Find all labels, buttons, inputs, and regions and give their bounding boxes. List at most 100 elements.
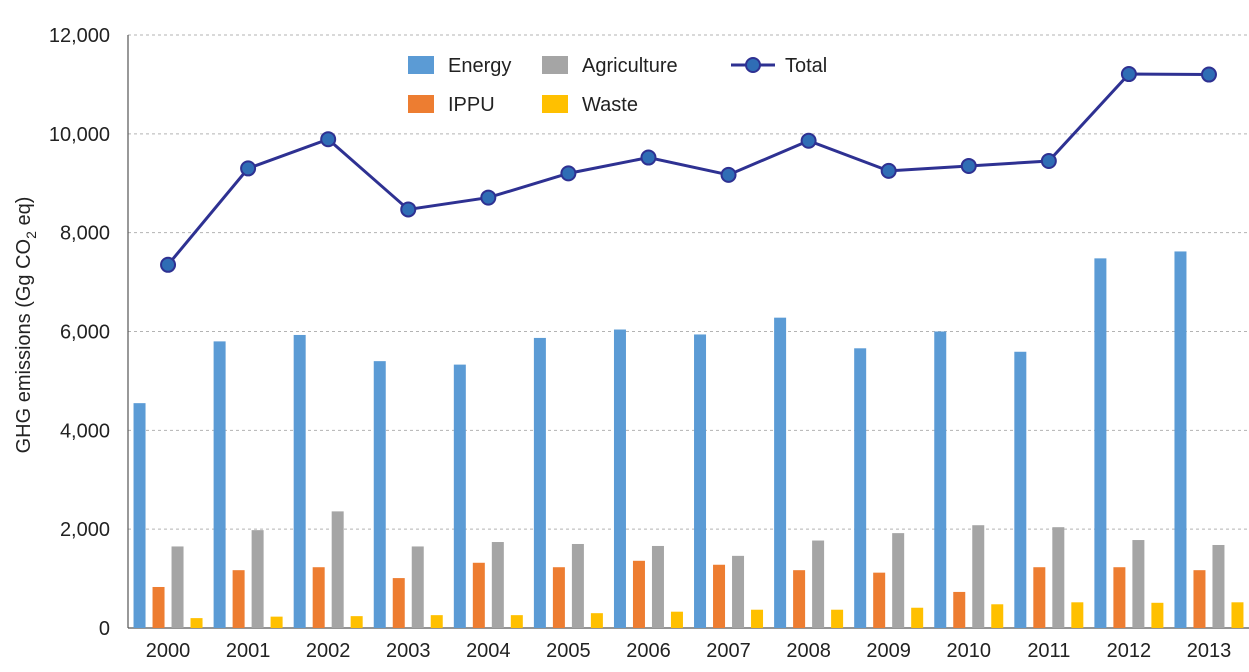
x-tick-label: 2010 (947, 640, 992, 662)
bar-agriculture-2005 (571, 543, 584, 628)
x-tick-label: 2005 (546, 640, 591, 662)
y-tick-label: 10,000 (49, 124, 110, 146)
bar-waste-2013 (1231, 602, 1244, 628)
total-point-2013 (1200, 66, 1217, 83)
bar-energy-2012 (1094, 258, 1107, 628)
x-tick-label: 2001 (226, 640, 271, 662)
gridlines (128, 34, 1249, 530)
bar-waste-2007 (751, 609, 764, 628)
y-tick-label: 2,000 (60, 519, 110, 541)
x-tick-label: 2004 (466, 640, 511, 662)
total-series-line (166, 72, 1209, 266)
bar-waste-2001 (270, 616, 283, 628)
total-point-2008 (800, 132, 817, 149)
total-point-2005 (560, 165, 577, 182)
bar-agriculture-2002 (331, 511, 344, 628)
bar-agriculture-2009 (892, 533, 905, 628)
x-tick-label: 2000 (146, 640, 191, 662)
bar-waste-2003 (430, 615, 443, 628)
bar-agriculture-2006 (651, 545, 664, 628)
bar-energy-2011 (1014, 351, 1027, 628)
legend-label-agriculture: Agriculture (582, 55, 678, 77)
legend-swatch-waste (542, 95, 568, 113)
legend-swatch-energy (408, 56, 434, 74)
legend-swatch-ippu (408, 95, 434, 113)
bar-energy-2010 (934, 331, 947, 628)
bars (133, 251, 1244, 628)
legend-label-energy: Energy (448, 55, 511, 77)
total-point-2002 (320, 131, 337, 148)
legend-label-total: Total (785, 55, 827, 77)
bar-ippu-2001 (232, 570, 245, 628)
legend-swatch-marker-total (745, 57, 761, 73)
y-axis-title: GHG emissions (Gg CO2 eq) (13, 197, 39, 454)
x-tick-label: 2008 (786, 640, 831, 662)
bar-energy-2001 (213, 341, 226, 628)
bar-ippu-2007 (713, 564, 726, 628)
bar-waste-2005 (590, 613, 603, 628)
bar-ippu-2010 (953, 591, 966, 628)
bar-waste-2004 (510, 615, 523, 628)
bar-energy-2006 (613, 329, 626, 628)
bar-agriculture-2003 (411, 546, 424, 628)
legend: Energy Agriculture Total IPPU Waste (408, 55, 827, 116)
bar-agriculture-2007 (732, 555, 745, 628)
total-point-2007 (720, 166, 737, 183)
legend-label-ippu: IPPU (448, 94, 495, 116)
x-tick-label: 2007 (706, 640, 751, 662)
bar-energy-2000 (133, 403, 146, 628)
bar-waste-2002 (350, 616, 363, 628)
x-tick-label: 2002 (306, 640, 351, 662)
bar-ippu-2005 (552, 567, 565, 628)
total-point-2000 (160, 256, 177, 273)
x-tick-label: 2006 (626, 640, 671, 662)
total-point-2011 (1040, 153, 1057, 170)
bar-agriculture-2013 (1212, 544, 1225, 628)
y-tick-label: 0 (99, 618, 110, 640)
bar-waste-2008 (831, 609, 844, 628)
y-tick-label: 8,000 (60, 223, 110, 245)
legend-swatch-agriculture (542, 56, 568, 74)
bar-ippu-2003 (392, 578, 405, 628)
y-axis-title-subscript: 2 (23, 231, 39, 239)
bar-energy-2003 (373, 361, 386, 628)
bar-waste-2010 (991, 604, 1004, 628)
y-tick-label: 12,000 (49, 25, 110, 47)
total-point-2003 (400, 201, 417, 218)
y-axis-title-prefix: GHG emissions (Gg CO (13, 239, 35, 453)
axes: 0 2,000 4,000 6,000 8,000 10,000 12,000 2000 200… (49, 25, 1249, 662)
y-tick-label: 4,000 (60, 420, 110, 442)
x-tick-label: 2011 (1027, 640, 1070, 662)
bar-agriculture-2000 (171, 546, 184, 628)
bar-ippu-2012 (1113, 567, 1126, 628)
legend-label-waste: Waste (582, 94, 638, 116)
bar-ippu-2000 (152, 586, 165, 628)
bar-ippu-2006 (632, 560, 645, 628)
bar-agriculture-2004 (491, 542, 504, 628)
total-point-2009 (880, 162, 897, 179)
bar-agriculture-2001 (251, 530, 264, 628)
bar-ippu-2002 (312, 567, 325, 628)
y-tick-label: 6,000 (60, 322, 110, 344)
bar-ippu-2004 (472, 562, 485, 628)
y-axis-title-suffix: eq) (13, 197, 35, 231)
bar-energy-2013 (1174, 251, 1187, 628)
total-point-2010 (960, 157, 977, 174)
total-point-2004 (480, 189, 497, 206)
bar-waste-2012 (1151, 602, 1164, 628)
x-tick-label: 2003 (386, 640, 431, 662)
bar-agriculture-2011 (1052, 527, 1065, 628)
bar-ippu-2011 (1033, 567, 1046, 628)
bar-energy-2002 (293, 334, 306, 628)
x-tick-label: 2009 (866, 640, 911, 662)
bar-ippu-2013 (1193, 570, 1206, 628)
bar-waste-2000 (190, 618, 203, 628)
total-point-2001 (240, 160, 257, 177)
bar-agriculture-2008 (812, 540, 825, 628)
bar-energy-2008 (774, 317, 787, 628)
bar-energy-2004 (453, 364, 466, 628)
total-point-2006 (640, 149, 657, 166)
bar-waste-2009 (911, 607, 924, 628)
